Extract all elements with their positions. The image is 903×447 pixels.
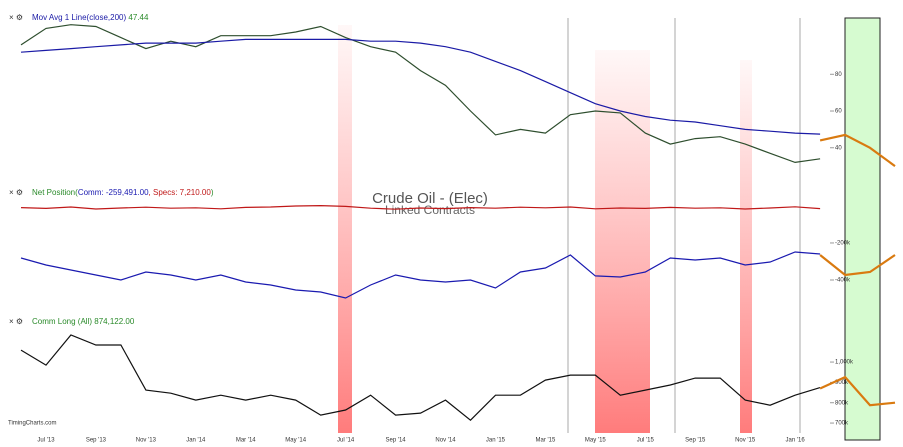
- series-line: [819, 254, 896, 277]
- series-line: [20, 38, 821, 135]
- series-line: [20, 251, 821, 299]
- x-tick-label: Sep '15: [685, 438, 706, 444]
- y-tick-label: 900k: [835, 380, 849, 386]
- legend-value: -259,491.00: [106, 188, 149, 197]
- legend-value: 874,122.00: [94, 317, 135, 326]
- x-tick-label: Mar '15: [535, 438, 555, 444]
- y-tick-label: 800k: [835, 400, 849, 406]
- watermark: Crude Oil - (Elec): [372, 190, 488, 207]
- panel-title: Net Position: [32, 188, 75, 197]
- band: [338, 25, 352, 433]
- highlight-bands: [338, 17, 881, 441]
- legend-entry: Mov Avg 1 Line(close,200) 47.44: [32, 13, 149, 22]
- series-line: [20, 24, 821, 164]
- y-tick-label: 80: [835, 72, 842, 78]
- x-tick-label: Sep '14: [385, 438, 406, 444]
- x-tick-label: Jul '14: [337, 438, 355, 444]
- watermark: Linked Contracts: [385, 203, 475, 217]
- x-tick-label: Sep '13: [86, 438, 107, 444]
- series-line: [819, 375, 896, 407]
- legend-value: 7,210.00: [180, 188, 212, 197]
- legend-entry: Comm Long (All) 874,122.00: [32, 317, 135, 326]
- x-tick-label: Mar '14: [236, 438, 256, 444]
- legend-name: Comm Long (All): [32, 317, 92, 326]
- x-tick-label: Jan '16: [786, 438, 806, 444]
- y-tick-label: -400k: [835, 278, 851, 284]
- y-tick-label: 60: [835, 109, 842, 115]
- x-tick-label: Jan '15: [486, 438, 506, 444]
- x-tick-label: May '15: [585, 438, 606, 444]
- icon: × ⚙: [9, 317, 23, 326]
- y-tick-label: 1,000k: [835, 360, 854, 366]
- x-tick-label: Nov '13: [136, 438, 157, 444]
- legend-2: × ⚙ Comm Long (All) 874,122.00: [9, 317, 135, 326]
- series-line: [20, 334, 821, 422]
- x-tick-label: May '14: [285, 438, 306, 444]
- y-tick-label: -200k: [835, 241, 851, 247]
- source: TimingCharts.com: [8, 421, 56, 427]
- icon: × ⚙: [9, 188, 23, 197]
- icon: × ⚙: [9, 13, 23, 22]
- legend-0: × ⚙ Mov Avg 1 Line(close,200) 47.44: [9, 13, 149, 22]
- x-tick-label: Nov '15: [735, 438, 756, 444]
- legend-name: Specs: [153, 188, 175, 197]
- x-tick-label: Jul '15: [637, 438, 655, 444]
- projection-band: [844, 17, 881, 441]
- legend-entry: Net Position(Comm: -259,491.00, Specs: 7…: [32, 188, 214, 197]
- legend-name: Mov Avg 1 Line(close,200): [32, 13, 126, 22]
- y-tick-label: 700k: [835, 421, 849, 427]
- x-tick-label: Jul '13: [37, 438, 55, 444]
- legend-value: 47.44: [128, 13, 149, 22]
- series-line: [20, 204, 821, 210]
- x-tick-label: Jan '14: [186, 438, 206, 444]
- legend-name: Comm: [78, 188, 102, 197]
- x-tick-label: Nov '14: [435, 438, 456, 444]
- series-line: [819, 133, 896, 167]
- band: [740, 60, 752, 433]
- y-tick-label: 40: [835, 145, 842, 151]
- legend-1: × ⚙ Net Position(Comm: -259,491.00, Spec…: [9, 188, 214, 197]
- band: [595, 50, 650, 433]
